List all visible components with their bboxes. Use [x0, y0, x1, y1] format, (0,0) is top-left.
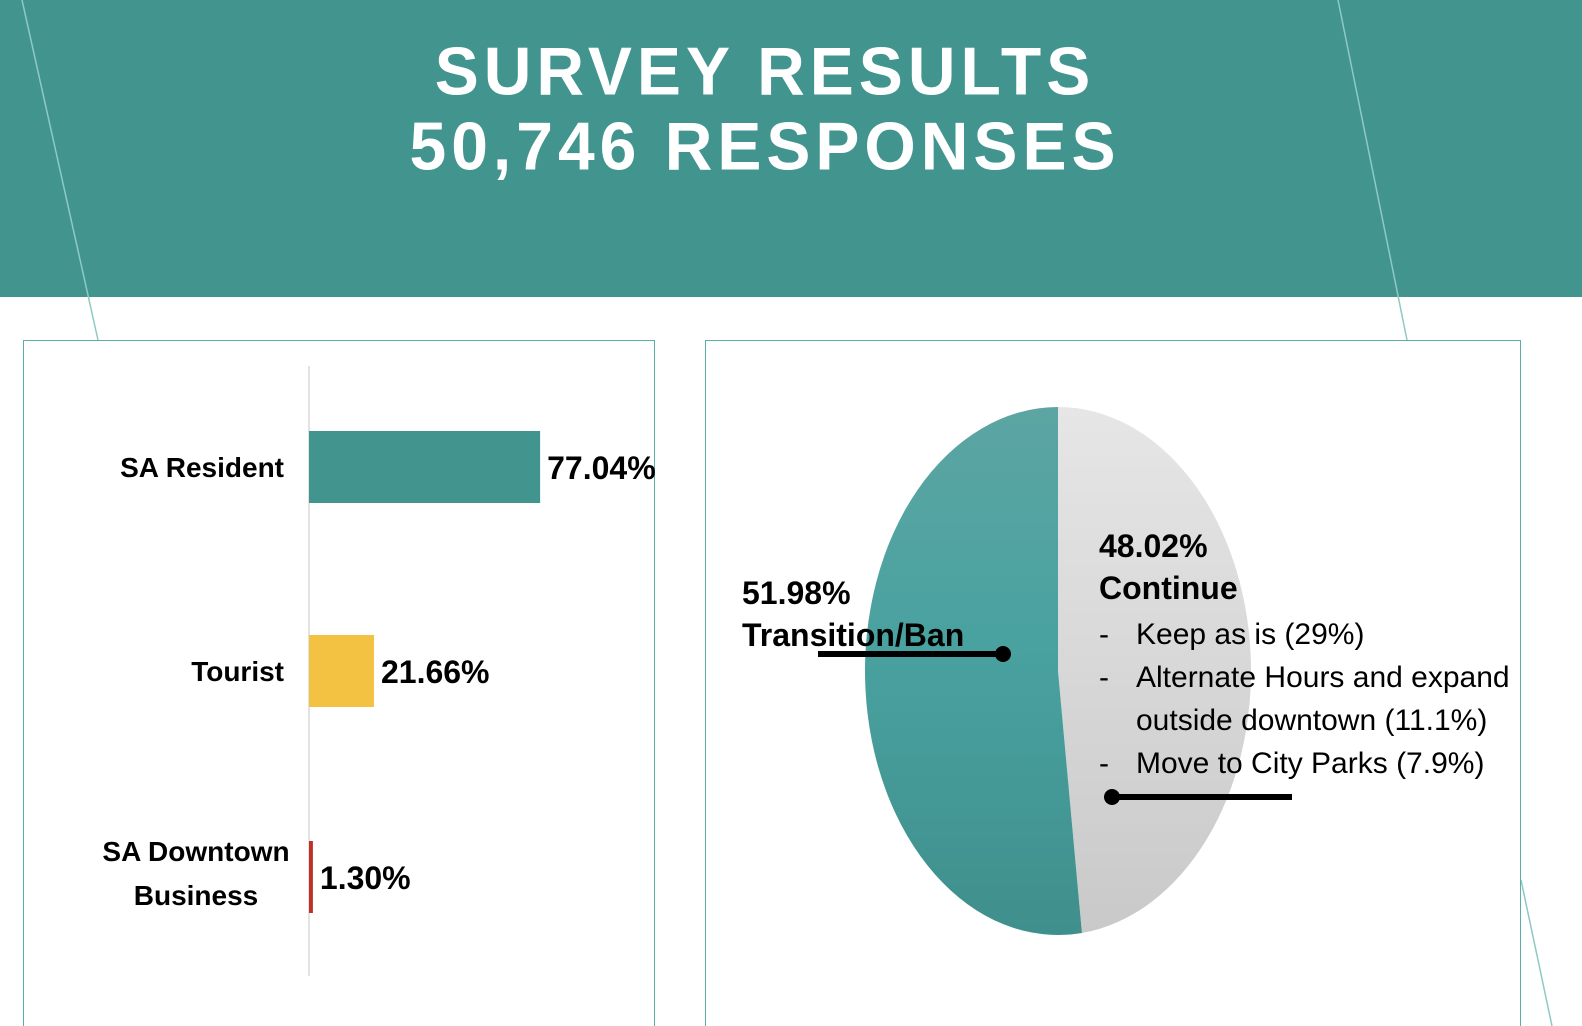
leader-dot-transition-ban — [995, 646, 1011, 662]
leader-dot-continue — [1104, 789, 1120, 805]
bar — [309, 431, 541, 503]
breakdown-item: outside downtown (11.1%) — [1136, 704, 1487, 737]
breakdown-item: Move to City Parks (7.9%) — [1136, 747, 1484, 780]
data-label: 77.04% — [547, 450, 656, 486]
data-label: 21.66% — [381, 654, 490, 690]
decorative-line-bottom-right — [1520, 879, 1553, 1026]
pie-label-continue: 48.02% Continue — [1099, 528, 1238, 606]
category-label: Tourist — [191, 656, 284, 687]
opinion-panel: 51.98% Transition/Ban 48.02% Continue - Keep … — [705, 340, 1521, 1026]
pie-label-transition-ban: 51.98% Transition/Ban — [742, 575, 964, 653]
response-count-title: 50,746 RESPONSES — [409, 108, 1121, 184]
breakdown-item: Keep as is (29%) — [1136, 618, 1364, 651]
header-banner: SURVEY RESULTS 50,746 RESPONSES — [0, 0, 1582, 297]
category-label: SA Downtown Business — [102, 836, 289, 911]
breakdown-item: Alternate Hours and expand — [1136, 661, 1510, 694]
data-label: 1.30% — [320, 860, 411, 896]
respondent-type-bar-chart: SA Resident 77.04% Tourist 21.66% SA Downtow… — [102, 366, 656, 976]
breakdown-bullet: - — [1099, 661, 1109, 694]
slide-title: SURVEY RESULTS — [434, 33, 1096, 109]
category-label: SA Resident — [120, 452, 284, 483]
bar — [309, 635, 374, 707]
respondent-type-panel: SA Resident 77.04% Tourist 21.66% SA Downtow… — [23, 340, 656, 1026]
breakdown-bullet: - — [1099, 618, 1109, 651]
breakdown-bullet: - — [1099, 747, 1109, 780]
pie-slice-transition-ban — [864, 407, 1082, 935]
bar — [309, 841, 313, 913]
